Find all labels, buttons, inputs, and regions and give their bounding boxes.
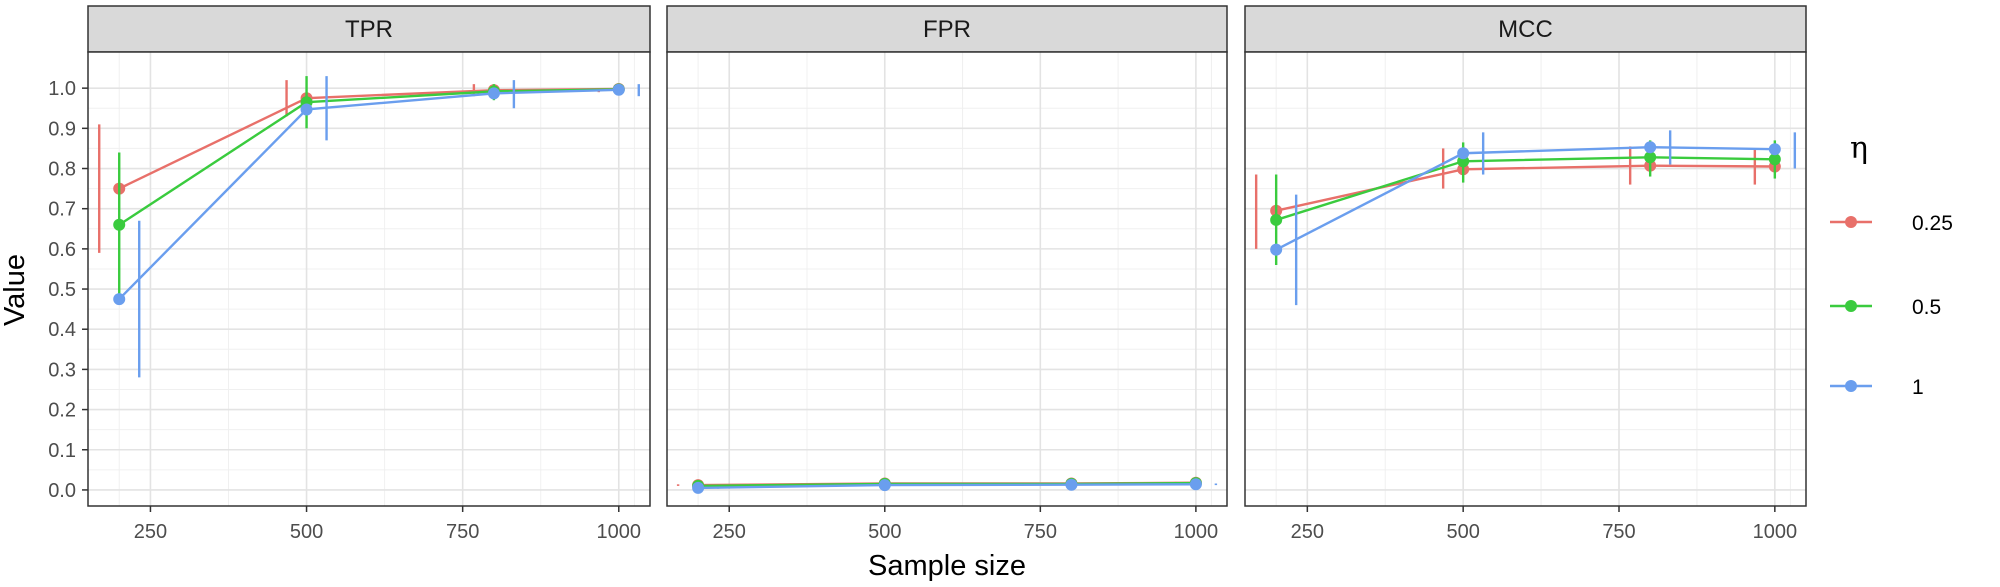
facet-strip-label: FPR [923, 16, 971, 43]
gridlines [1245, 52, 1806, 506]
y-tick-label: 0.9 [48, 118, 76, 140]
legend-item-0.5: 0.5 [1830, 296, 1941, 319]
x-axis-title: Sample size [868, 550, 1026, 582]
facet-strip [1244, 5, 1807, 53]
legend-item-1: 1 [1830, 376, 1924, 399]
x-tick-label: 250 [134, 521, 167, 543]
y-axis: 0.0 0.1 0.2 0.3 0.4 0.5 0.6 0.7 0.8 0.9 1.0 [48, 78, 88, 502]
y-tick-label: 0.4 [48, 319, 76, 341]
x-tick-label: 1000 [1753, 521, 1798, 543]
series-line [118, 88, 619, 226]
y-tick-label: 0.3 [48, 359, 76, 381]
data-point [113, 218, 126, 231]
panel-border [87, 51, 651, 507]
series-line [118, 88, 619, 300]
legend-key-point [1845, 216, 1857, 228]
x-tick-label: 500 [868, 521, 901, 543]
series-line [1275, 156, 1775, 222]
data-point [487, 87, 500, 100]
y-tick-label: 0.8 [48, 159, 76, 181]
panel-border [1244, 51, 1807, 507]
data-point [113, 293, 126, 306]
legend-item-0.25: 0.25 [1830, 212, 1953, 235]
facet-strip-label: MCC [1498, 16, 1553, 43]
y-tick-label: 0.7 [48, 199, 76, 221]
legend-key-point [1845, 380, 1857, 392]
data-point [878, 479, 891, 492]
gridlines [667, 52, 1227, 506]
legend-label: 0.25 [1912, 212, 1953, 235]
legend-label: 1 [1912, 376, 1924, 399]
data-point [300, 103, 313, 116]
facet-strip-label: TPR [345, 16, 393, 43]
data-point [1644, 141, 1657, 154]
facet-strip [666, 5, 1228, 53]
x-tick-label: 750 [1024, 521, 1057, 543]
data-point [1644, 151, 1657, 164]
data-point [1768, 153, 1781, 166]
chart-panels: TPR 250 500 750 1000 FPR 250 500 750 1000 MCC 250 50… [87, 5, 1807, 543]
x-tick-label: 500 [1446, 521, 1479, 543]
x-tick-label: 1000 [597, 521, 642, 543]
data-point [1065, 478, 1078, 491]
series-1 [692, 478, 1218, 494]
legend-title: η [1850, 131, 1868, 166]
y-tick-label: 0.0 [48, 480, 76, 502]
data-point [1457, 147, 1470, 160]
x-tick-label: 750 [446, 521, 479, 543]
x-tick-label: 250 [1291, 521, 1324, 543]
y-axis-title: Value [0, 254, 31, 326]
facet-strip [87, 5, 651, 53]
plot-background [667, 52, 1227, 506]
plot-background [88, 52, 650, 506]
data-point [612, 83, 625, 96]
y-tick-label: 0.5 [48, 279, 76, 301]
y-tick-label: 1.0 [48, 78, 76, 100]
x-tick-label: 1000 [1174, 521, 1219, 543]
legend-label: 0.5 [1912, 296, 1941, 319]
x-tick-label: 500 [290, 521, 323, 543]
x-tick-label: 250 [713, 521, 746, 543]
series-1 [113, 76, 640, 378]
y-tick-label: 0.1 [48, 440, 76, 462]
y-tick-label: 0.6 [48, 239, 76, 261]
data-point [1270, 213, 1283, 226]
legend-key-point [1845, 300, 1857, 312]
data-point [1768, 143, 1781, 156]
panel-border [666, 51, 1228, 507]
x-tick-label: 750 [1602, 521, 1635, 543]
plot-background [1245, 52, 1806, 506]
panel-mcc: MCC 250 500 750 1000 [1244, 5, 1807, 543]
y-tick-label: 0.2 [48, 400, 76, 422]
legend: η 0.25 0.5 1 [1830, 131, 1953, 399]
data-point [1270, 243, 1283, 256]
series-1 [1270, 130, 1797, 306]
panel-tpr: TPR 250 500 750 1000 [87, 5, 651, 543]
gridlines [88, 52, 650, 506]
data-point [1189, 478, 1202, 491]
data-point [692, 481, 705, 494]
series-0.5 [1270, 140, 1781, 265]
panel-fpr: FPR 250 500 750 1000 [666, 5, 1228, 543]
series-line [1275, 146, 1775, 251]
series-line [698, 483, 1196, 490]
